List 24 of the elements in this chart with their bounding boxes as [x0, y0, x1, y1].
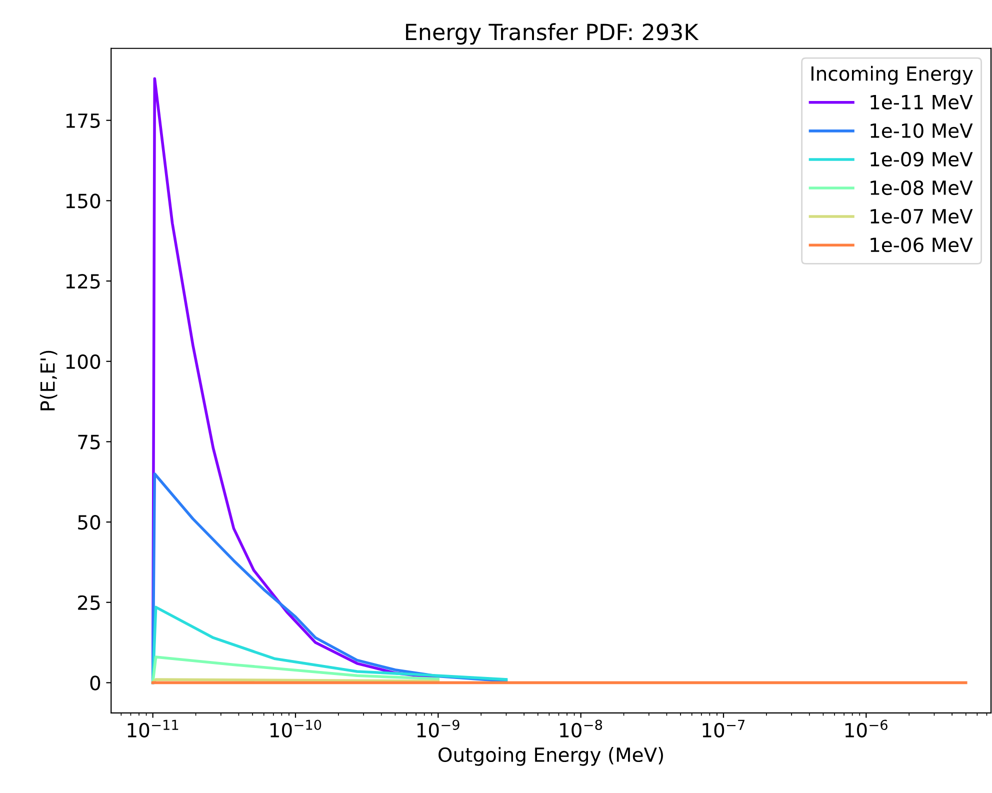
legend-label: 1e-09 MeV — [870, 152, 973, 167]
legend-label: 1e-11 MeV — [870, 95, 973, 110]
x-tick-label: 10$^{−9}$ — [417, 720, 460, 738]
x-tick-label: 10$^{−10}$ — [270, 720, 322, 738]
y-axis-title: P(E,E') — [40, 350, 58, 410]
y-tick-label: 150 — [66, 194, 100, 208]
legend-label: 1e-10 MeV — [870, 123, 973, 138]
y-tick-label: 125 — [66, 274, 100, 289]
y-tick-label: 75 — [78, 434, 100, 450]
x-tick-label: 10$^{−7}$ — [702, 720, 744, 738]
y-tick-label: 100 — [66, 354, 100, 370]
y-tick-label: 0 — [90, 676, 100, 690]
y-tick-label: 25 — [78, 595, 100, 610]
x-tick-label: 10$^{−11}$ — [128, 720, 178, 738]
x-tick-label: 10$^{−6}$ — [845, 720, 888, 738]
legend-label: 1e-06 MeV — [870, 237, 973, 252]
y-tick-label: 50 — [78, 514, 100, 530]
x-tick-label: 10$^{−8}$ — [560, 720, 602, 738]
legend-label: 1e-08 MeV — [870, 180, 973, 196]
y-tick-label: 175 — [66, 114, 100, 128]
legend-label: 1e-07 MeV — [870, 208, 973, 224]
legend-title: Incoming Energy — [812, 66, 973, 85]
chart-title: Energy Transfer PDF: 293K — [406, 23, 699, 45]
x-axis-title: Outgoing Energy (MeV) — [438, 747, 663, 766]
